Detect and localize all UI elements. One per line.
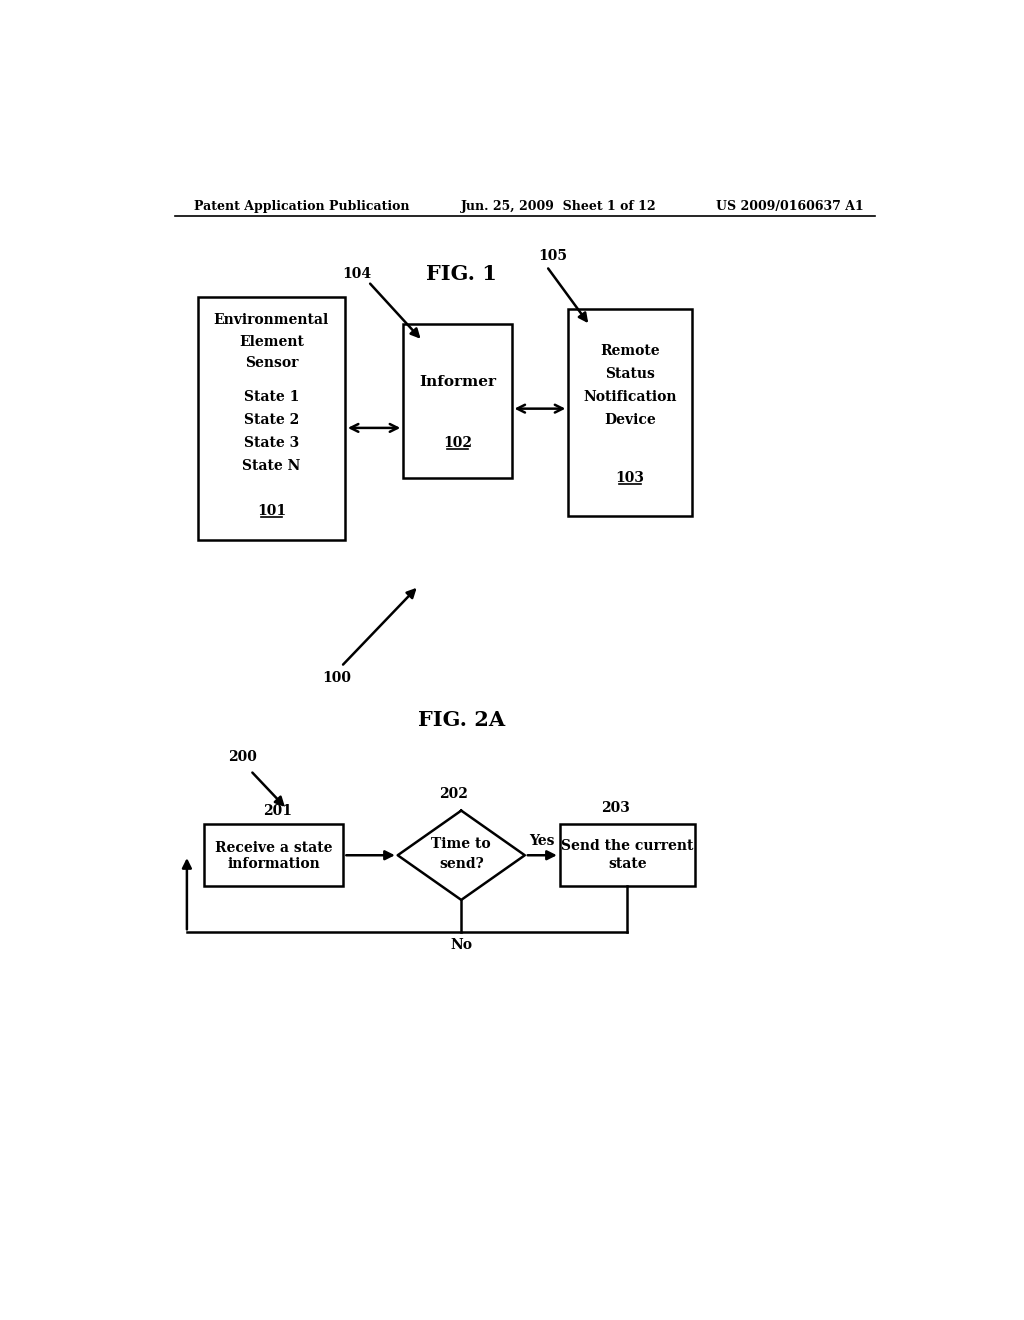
Text: Environmental: Environmental <box>214 313 329 327</box>
Text: Element: Element <box>239 335 304 348</box>
Text: send?: send? <box>439 858 483 871</box>
Text: State N: State N <box>243 459 301 474</box>
Polygon shape <box>397 810 524 900</box>
Text: Status: Status <box>605 367 655 381</box>
Text: State 2: State 2 <box>244 413 299 428</box>
Text: 105: 105 <box>539 249 567 263</box>
Text: 203: 203 <box>601 800 631 814</box>
Bar <box>568 309 692 516</box>
Bar <box>403 323 512 478</box>
Text: 202: 202 <box>439 787 468 801</box>
Text: Send the current: Send the current <box>561 840 693 853</box>
Text: 201: 201 <box>263 804 292 817</box>
Text: state: state <box>608 858 647 871</box>
Text: 100: 100 <box>323 671 352 685</box>
Text: State 1: State 1 <box>244 391 299 404</box>
Text: FIG. 1: FIG. 1 <box>426 264 497 284</box>
Text: US 2009/0160637 A1: US 2009/0160637 A1 <box>717 199 864 213</box>
Text: information: information <box>227 858 321 871</box>
Text: Yes: Yes <box>529 834 555 849</box>
Text: Patent Application Publication: Patent Application Publication <box>194 199 410 213</box>
Text: FIG. 2A: FIG. 2A <box>418 710 505 730</box>
Text: Time to: Time to <box>431 837 492 851</box>
Text: Remote: Remote <box>600 345 660 358</box>
Text: State 3: State 3 <box>244 437 299 450</box>
Text: Receive a state: Receive a state <box>215 841 333 854</box>
Bar <box>198 297 345 540</box>
Bar <box>560 825 695 886</box>
Text: 200: 200 <box>228 751 257 764</box>
Bar <box>204 825 343 886</box>
Text: Notification: Notification <box>584 391 677 404</box>
Text: Device: Device <box>604 413 656 428</box>
Text: 104: 104 <box>342 267 371 281</box>
Text: No: No <box>451 937 472 952</box>
Text: 102: 102 <box>442 437 472 450</box>
Text: Sensor: Sensor <box>245 356 298 370</box>
Text: Jun. 25, 2009  Sheet 1 of 12: Jun. 25, 2009 Sheet 1 of 12 <box>461 199 656 213</box>
Text: 101: 101 <box>257 504 286 517</box>
Text: 103: 103 <box>615 471 645 484</box>
Text: Informer: Informer <box>419 375 496 388</box>
